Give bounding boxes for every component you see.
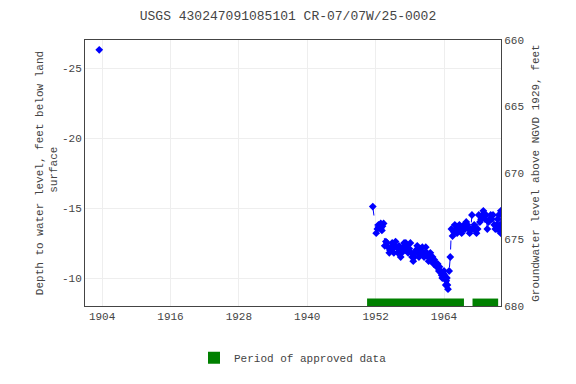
svg-text:1952: 1952	[362, 311, 388, 323]
svg-text:680: 680	[504, 301, 524, 313]
svg-text:1904: 1904	[89, 311, 116, 323]
svg-text:-10: -10	[62, 273, 82, 285]
svg-text:1940: 1940	[294, 311, 320, 323]
svg-text:660: 660	[504, 35, 524, 47]
svg-text:1928: 1928	[226, 311, 252, 323]
svg-text:-20: -20	[62, 133, 82, 145]
svg-text:Depth to water level, feet bel: Depth to water level, feet below land su…	[34, 51, 60, 295]
svg-text:675: 675	[504, 234, 524, 246]
svg-text:-15: -15	[62, 203, 82, 215]
svg-text:USGS 430247091085101 CR-07/07W: USGS 430247091085101 CR-07/07W/25-0002	[140, 9, 436, 24]
svg-text:665: 665	[504, 101, 524, 113]
svg-text:670: 670	[504, 168, 524, 180]
svg-text:1964: 1964	[431, 311, 458, 323]
svg-text:Groundwater level above NGVD 1: Groundwater level above NGVD 1929, feet	[530, 44, 542, 301]
svg-text:Period of approved data: Period of approved data	[234, 353, 386, 365]
svg-text:-25: -25	[62, 63, 82, 75]
svg-text:1916: 1916	[157, 311, 183, 323]
